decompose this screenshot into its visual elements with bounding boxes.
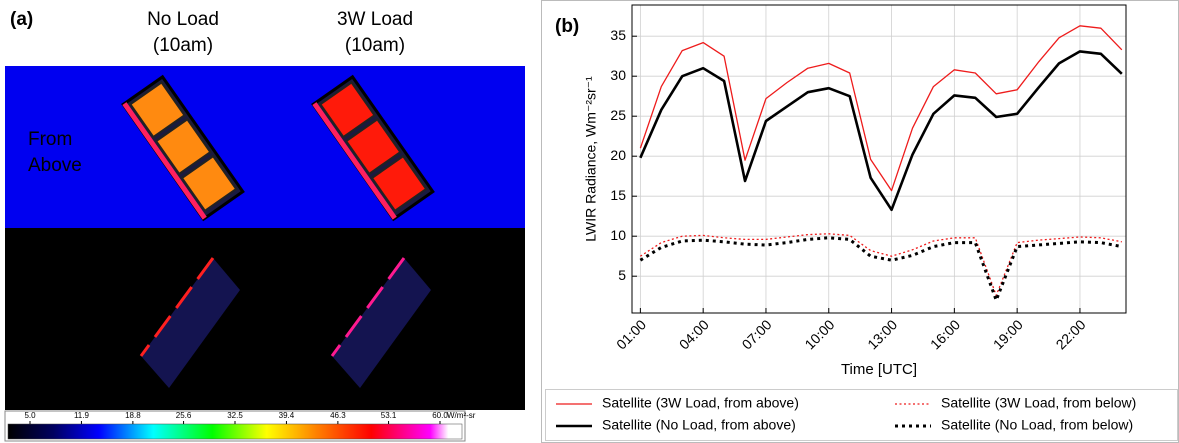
colorbar-tick-label: 5.0 — [24, 411, 36, 420]
x-axis-label: Time [UTC] — [841, 361, 917, 378]
colorbar — [7, 423, 463, 440]
y-tick-label: 20 — [610, 147, 626, 163]
colorbar-tick-label: 18.8 — [125, 411, 141, 420]
series-line — [640, 233, 1122, 297]
y-tick-label: 25 — [610, 107, 626, 123]
x-tick-label: 10:00 — [801, 316, 837, 352]
column-header: (10am) — [153, 35, 213, 56]
satellite-edge — [330, 257, 406, 357]
row-header: From — [28, 129, 72, 150]
satellite-3w-load-above — [311, 74, 435, 222]
legend-label: Satellite (No Load, from above) — [602, 417, 796, 433]
y-axis-label: LWIR Radiance, Wm⁻²sr⁻¹ — [583, 76, 599, 242]
satellite-no-load-above — [121, 74, 245, 222]
legend-label: Satellite (3W Load, from above) — [602, 395, 799, 411]
x-tick-label: 16:00 — [927, 316, 963, 352]
y-tick-label: 30 — [610, 67, 626, 83]
y-tick-label: 35 — [610, 27, 626, 43]
column-header: No Load — [147, 9, 219, 30]
legend-frame — [545, 389, 1178, 441]
colorbar-tick-label: 60.0 — [432, 411, 448, 420]
below-background — [5, 228, 525, 410]
x-tick-label: 13:00 — [864, 316, 900, 352]
panel-label: (a) — [10, 9, 33, 30]
column-header: 3W Load — [337, 9, 413, 30]
colorbar-tick-label: 46.3 — [330, 411, 346, 420]
x-tick-label: 01:00 — [613, 316, 649, 352]
y-tick-label: 10 — [610, 227, 626, 243]
satellite-3w-load-below — [332, 258, 431, 388]
x-tick-label: 22:00 — [1053, 316, 1089, 352]
series-line — [639, 50, 1123, 212]
plot-frame — [631, 4, 1127, 314]
satellite-edge — [139, 257, 215, 357]
y-tick-label: 15 — [610, 187, 626, 203]
series-line — [639, 236, 1123, 302]
colorbar-tick-label: 39.4 — [279, 411, 295, 420]
column-header: (10am) — [345, 35, 405, 56]
colorbar-tick-label: 53.1 — [381, 411, 397, 420]
colorbar-tick-label: 11.9 — [74, 411, 90, 420]
series-line — [639, 25, 1123, 192]
legend-label: Satellite (3W Load, from below) — [941, 395, 1136, 411]
row-header: From — [28, 284, 72, 305]
above-background — [5, 66, 525, 228]
legend-label: Satellite (No Load, from below) — [941, 417, 1133, 433]
row-header: Above — [28, 155, 82, 176]
panel-label: (b) — [555, 16, 579, 37]
satellite-no-load-below — [141, 258, 240, 388]
row-header: Below — [28, 310, 80, 331]
x-tick-label: 04:00 — [676, 316, 712, 352]
x-tick-label: 19:00 — [990, 316, 1026, 352]
x-tick-label: 07:00 — [739, 316, 775, 352]
y-tick-label: 5 — [618, 267, 626, 283]
colorbar-tick-label: 32.5 — [227, 411, 243, 420]
colorbar-unit: W/m²-sr — [447, 411, 476, 420]
colorbar-tick-label: 25.6 — [176, 411, 192, 420]
